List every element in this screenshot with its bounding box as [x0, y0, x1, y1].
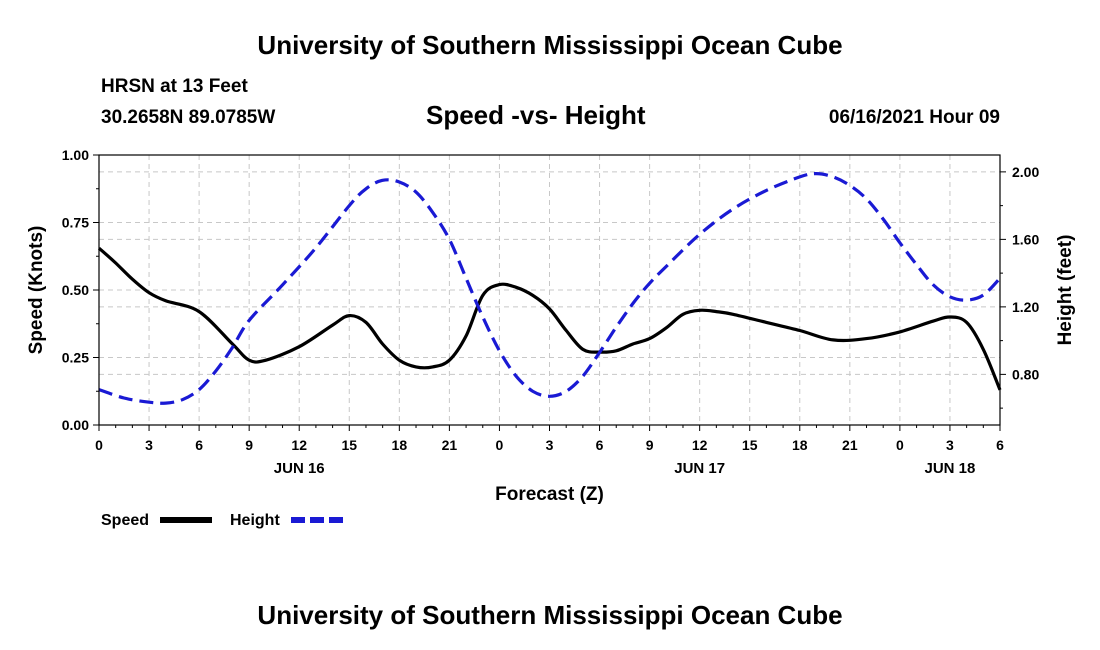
x-tick-label: 0 — [896, 437, 904, 453]
y-tick-label: 0.00 — [62, 417, 89, 433]
series-line-speed — [97, 246, 1002, 391]
x-tick-label: 18 — [792, 437, 808, 453]
x-tick-label: 9 — [245, 437, 253, 453]
y-tick-label: 0.50 — [62, 282, 89, 298]
x-tick-label: 15 — [341, 437, 357, 453]
y2-axis-title: Height (feet) — [1055, 235, 1076, 346]
x-tick-label: 18 — [392, 437, 408, 453]
series-line-height — [98, 172, 1002, 405]
x-tick-label: 9 — [646, 437, 654, 453]
x-tick-label: 15 — [742, 437, 758, 453]
x-tick-label: 3 — [145, 437, 153, 453]
date-label: JUN 16 — [274, 460, 325, 477]
y-tick-label: 0.75 — [62, 215, 89, 231]
y2-tick-label: 0.80 — [1012, 366, 1039, 382]
x-axis-title: Forecast (Z) — [495, 484, 604, 505]
x-tick-label: 6 — [195, 437, 203, 453]
date-label: JUN 18 — [925, 460, 976, 477]
x-tick-label: 0 — [95, 437, 103, 453]
page-title: University of Southern Mississippi Ocean… — [257, 30, 843, 60]
legend-label-height: Height — [230, 512, 280, 529]
axis-labels: 0 3 6 9 12 15 18 21 0 3 6 9 12 15 18 21 0 3 6 JUN 16 JUN 17 J… — [26, 147, 1076, 505]
x-tick-label: 0 — [496, 437, 504, 453]
date-label: JUN 17 — [674, 460, 725, 477]
x-tick-label: 12 — [291, 437, 307, 453]
legend-label-speed: Speed — [101, 512, 149, 529]
chart-title: Speed -vs- Height — [426, 100, 646, 130]
axes-layer — [93, 154, 1006, 431]
x-tick-label: 6 — [596, 437, 604, 453]
y2-tick-label: 2.00 — [1012, 164, 1039, 180]
x-tick-label: 3 — [946, 437, 954, 453]
y-tick-label: 0.25 — [62, 350, 89, 366]
legend: Speed Height — [101, 512, 343, 529]
grid-lines — [99, 155, 1000, 425]
x-tick-label: 21 — [442, 437, 458, 453]
x-tick-label: 3 — [546, 437, 554, 453]
x-tick-label: 12 — [692, 437, 708, 453]
coordinates-label: 30.2658N 89.0785W — [101, 107, 276, 128]
footer-title: University of Southern Mississippi Ocean… — [257, 600, 843, 630]
forecast-datetime: 06/16/2021 Hour 09 — [828, 107, 1000, 128]
station-label: HRSN at 13 Feet — [101, 76, 248, 97]
y-axis-title: Speed (Knots) — [26, 226, 47, 355]
y2-tick-label: 1.20 — [1012, 299, 1039, 315]
x-tick-label: 21 — [842, 437, 858, 453]
series-layer — [97, 172, 1002, 405]
y-tick-label: 1.00 — [62, 147, 89, 163]
y2-tick-label: 1.60 — [1012, 231, 1039, 247]
x-tick-label: 6 — [996, 437, 1004, 453]
